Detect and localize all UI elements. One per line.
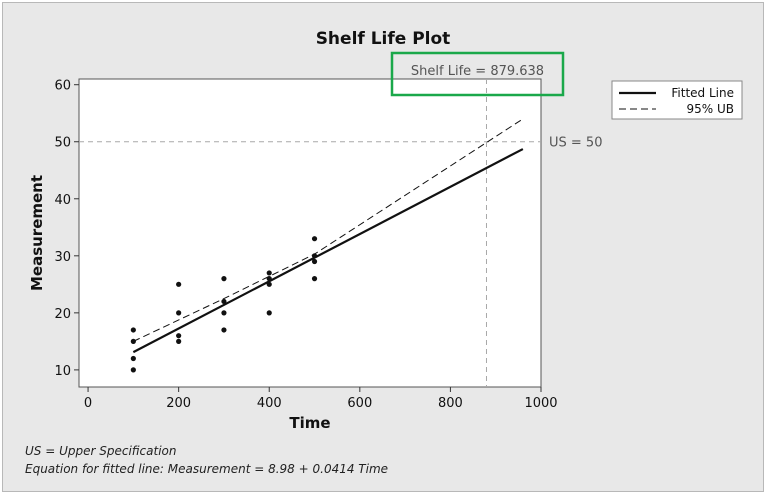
x-tick-label: 200 [166,396,191,411]
y-tick-label: 50 [54,136,71,151]
data-point [266,276,272,282]
data-point [176,338,182,344]
y-tick-label: 30 [54,250,71,265]
data-point [221,276,227,282]
legend-box [611,80,743,120]
x-tick-label: 600 [347,396,372,411]
legend-entry: Fitted Line [671,86,734,100]
data-point [176,333,182,339]
data-point [176,281,182,287]
data-point [311,258,318,265]
data-point [221,298,227,305]
plot-area [78,78,542,388]
y-tick-label: 40 [54,193,71,208]
data-point [176,310,182,316]
shelf-life-highlight [390,51,565,97]
y-tick-label: 60 [54,79,71,94]
y-tick-label: 10 [54,364,71,379]
x-tick-label: 800 [438,396,463,411]
data-point [130,338,136,344]
upper-bound-line [133,118,524,342]
fitted-line [132,148,524,354]
x-tick-label: 400 [257,396,282,411]
y-axis-label: Measurement [28,175,46,291]
data-point [221,310,227,316]
data-point [266,270,272,276]
footnote-equation: Equation for fitted line: Measurement = … [25,462,389,476]
y-tick-label: 20 [54,307,71,322]
x-tick-label: 1000 [524,396,557,411]
chart-title: Shelf Life Plot [316,29,451,49]
data-point [266,310,272,316]
data-point [311,236,318,242]
data-point [130,327,136,333]
data-point [221,327,227,333]
footnote-spec: US = Upper Specification [25,444,177,458]
legend-entry: 95% UB [686,102,734,116]
shelf-life-label: Shelf Life = 879.638 [411,64,544,79]
data-point [311,253,318,259]
x-axis-label: Time [289,414,330,432]
data-point [311,276,318,282]
data-point [130,367,136,373]
data-point [130,355,136,362]
spec-limit-label: US = 50 [549,136,602,151]
x-tick-label: 0 [84,396,92,411]
data-point [266,281,272,287]
